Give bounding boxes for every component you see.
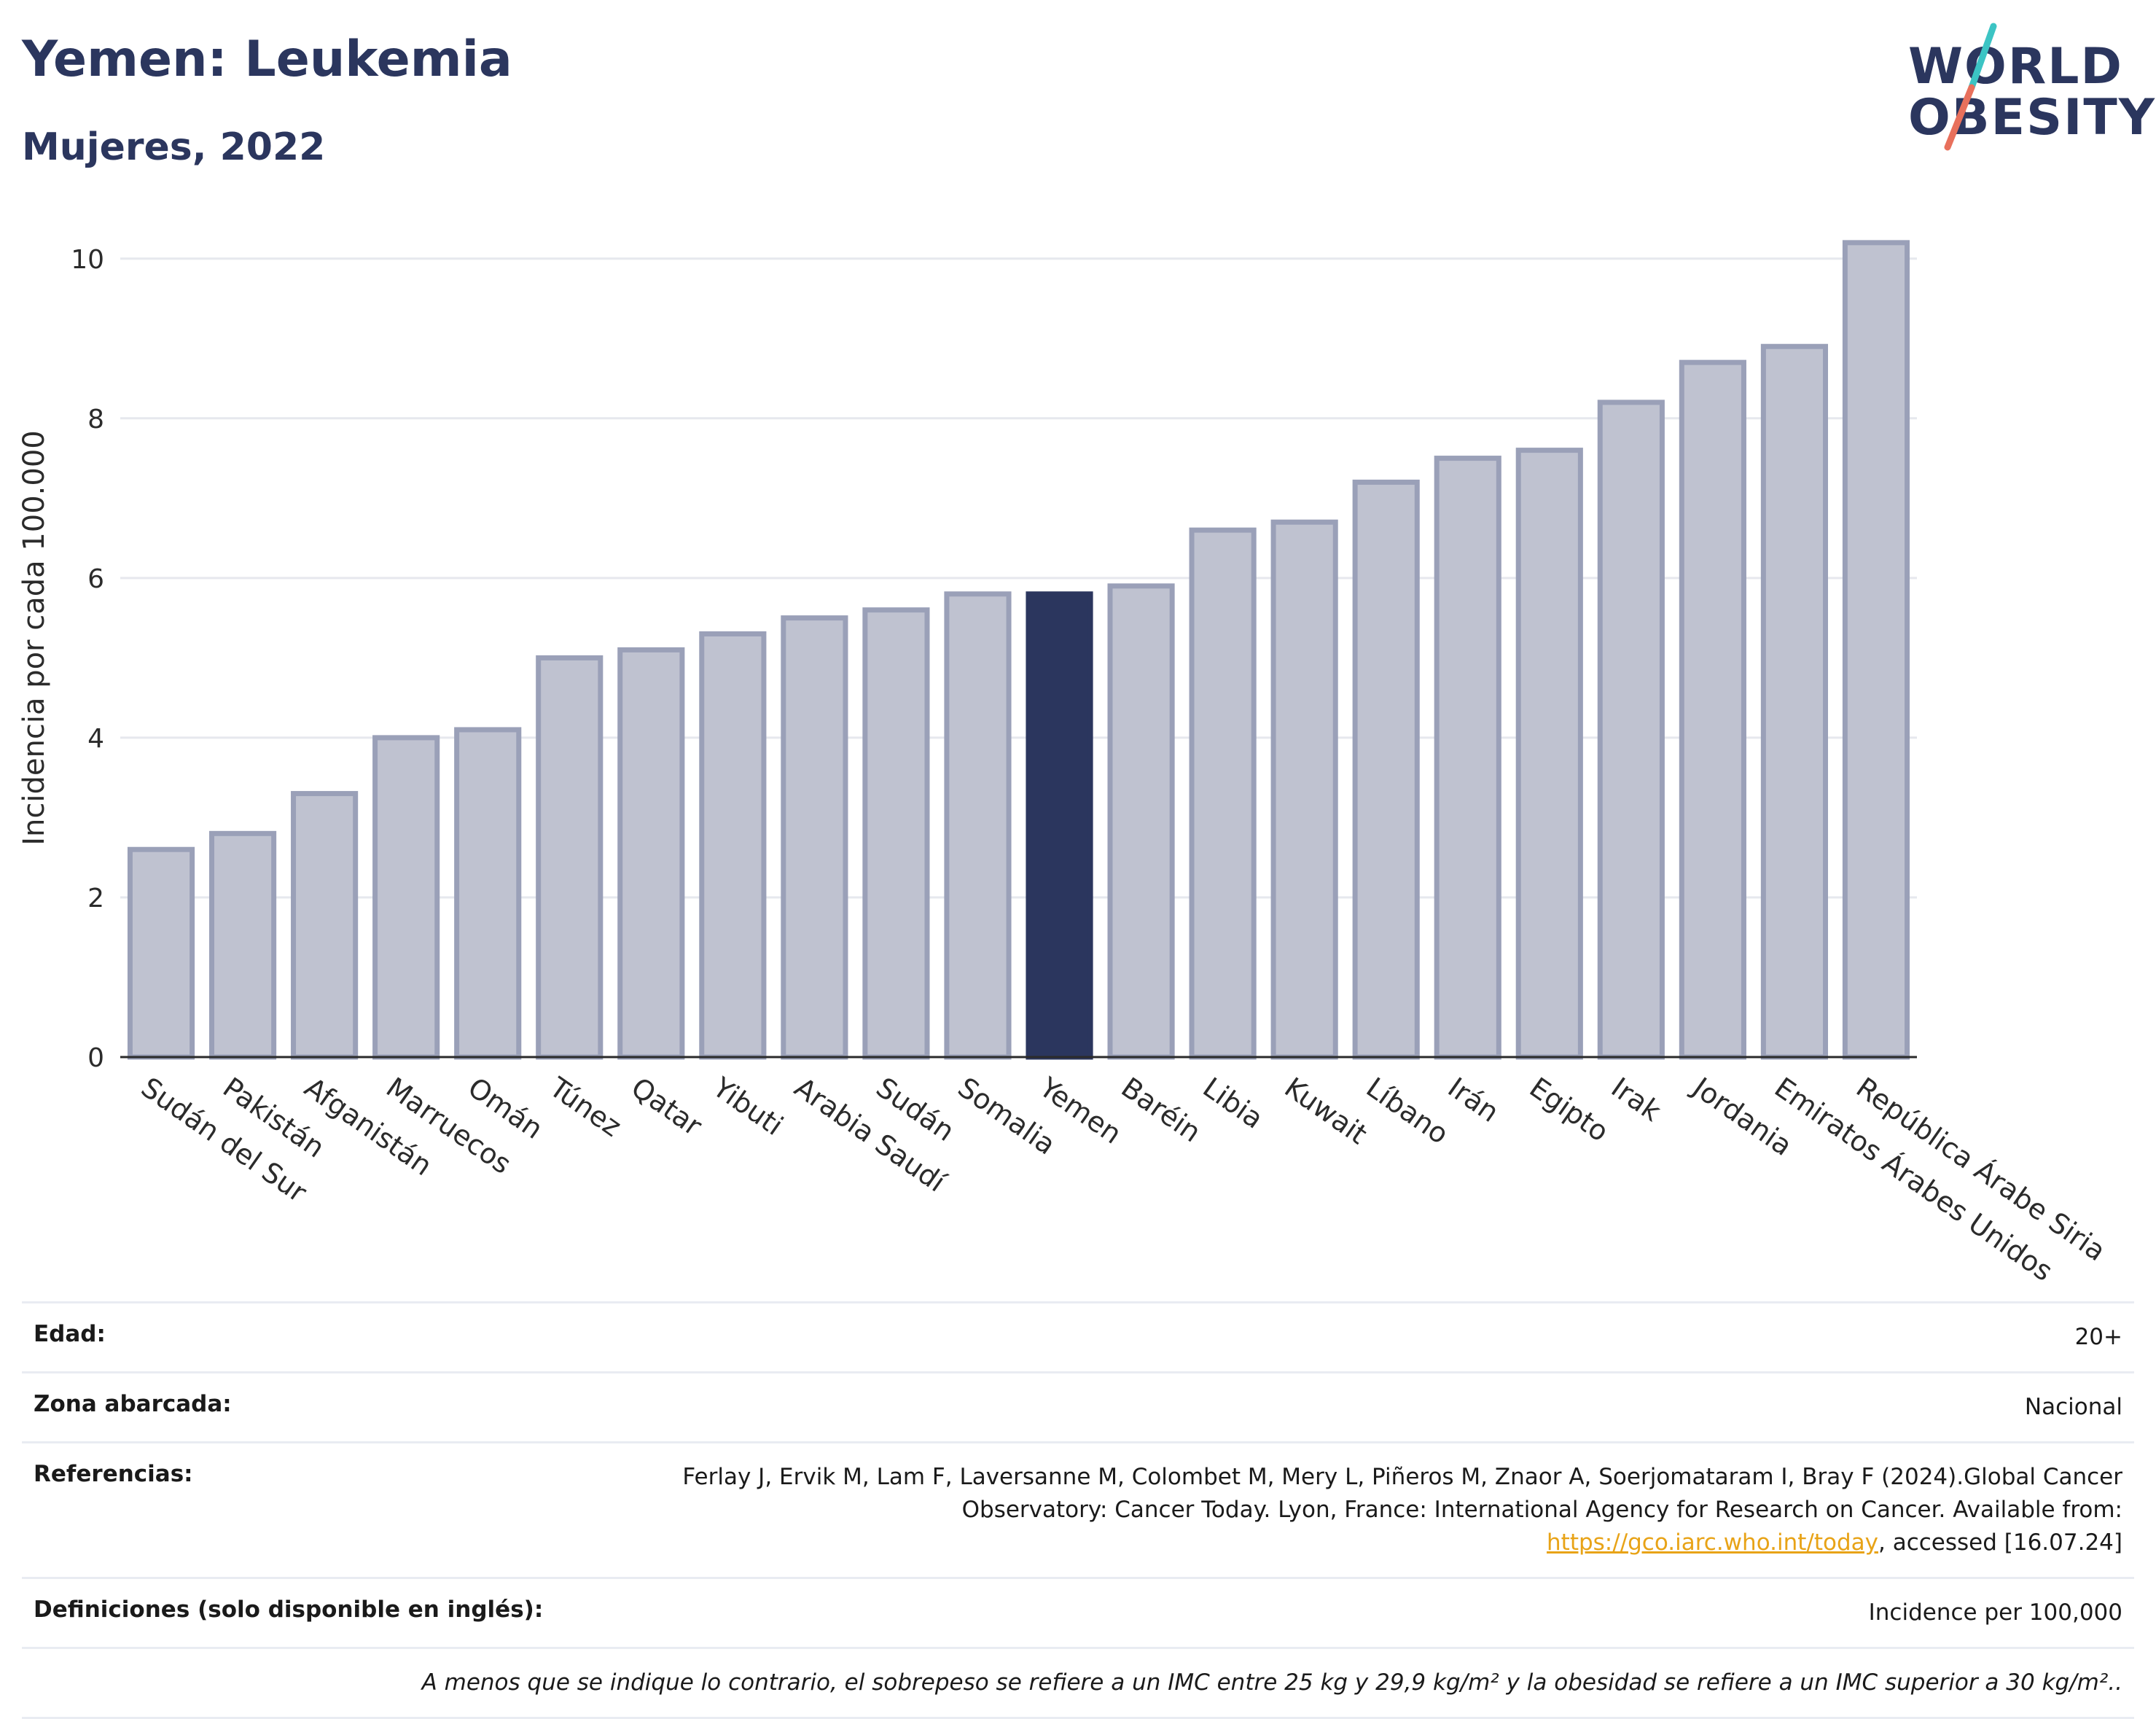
area-label: Zona abarcada: [34,1390,232,1417]
x-tick-label: Baréin [1115,1071,1206,1148]
bar [1679,359,1746,1060]
bar [1597,399,1665,1060]
y-tick-label: 10 [71,245,104,275]
age-label: Edad: [34,1321,106,1347]
bar [617,647,685,1060]
world-obesity-logo: WORLD OBESITY [1902,22,2155,153]
y-tick-label: 6 [87,564,104,594]
info-row-references: Referencias: Ferlay J, Ervik M, Lam F, L… [22,1441,2134,1577]
page-subtitle: Mujeres, 2022 [22,125,326,169]
bar-highlight [1026,591,1093,1060]
references-label: Referencias: [34,1460,193,1487]
bar [862,607,930,1060]
bar [699,631,767,1060]
y-axis-label: Incidencia por cada 100.000 [17,430,51,846]
page-title: Yemen: Leukemia [22,31,512,88]
references-link[interactable]: https://gco.iarc.who.int/today [1547,1529,1878,1556]
y-tick-label: 2 [87,884,104,913]
logo-line-1: WORLD [1908,38,2123,96]
x-tick-label: Libia [1197,1071,1269,1134]
y-tick-label: 8 [87,405,104,434]
info-row-note: A menos que se indique lo contrario, el … [22,1646,2134,1719]
x-tick-label: Egipto [1524,1071,1614,1147]
x-tick-label: Túnez [543,1071,627,1143]
bar [208,830,277,1060]
x-tick-label: Yibuti [706,1071,789,1142]
x-tick-label: Qatar [625,1071,708,1142]
references-value: Ferlay J, Ervik M, Lam F, Laversanne M, … [628,1461,2122,1559]
bar [1434,456,1501,1060]
references-text-2: , accessed [16.07.24] [1878,1529,2122,1556]
info-table: Edad: 20+ Zona abarcada: Nacional Refere… [22,1301,2134,1719]
y-tick-labels: 0 2 4 6 8 10 [71,245,104,1073]
x-tick-label: Irak [1606,1071,1667,1127]
x-tick-labels: Sudán del SurPakistánAfganistánMarruecos… [136,1070,2112,1287]
y-tick-label: 0 [87,1043,104,1073]
bar [1189,527,1257,1060]
bar [1760,343,1829,1060]
logo-slash-icon [1944,23,1997,151]
y-tick-label: 4 [87,724,104,754]
bar [1842,240,1910,1060]
bar [1352,479,1420,1060]
references-text-1: Ferlay J, Ervik M, Lam F, Laversanne M, … [682,1463,2122,1523]
bar [372,735,440,1060]
bar [454,727,522,1060]
bar [127,846,195,1060]
bar [291,791,359,1060]
bar [536,655,604,1060]
area-value: Nacional [2024,1393,2122,1420]
x-tick-label: Líbano [1361,1071,1455,1150]
bars [127,240,1910,1060]
info-row-age: Edad: 20+ [22,1301,2134,1371]
info-row-area: Zona abarcada: Nacional [22,1371,2134,1441]
bar [1107,583,1175,1060]
info-row-definitions: Definiciones (solo disponible en inglés)… [22,1576,2134,1647]
x-tick-label: Irán [1442,1071,1505,1129]
definitions-value: Incidence per 100,000 [1868,1599,2122,1626]
bar-chart: 0 2 4 6 8 10 Sudán del SurPakistánAfganistánM… [17,240,2112,1287]
bar [1270,519,1338,1060]
footnote: A menos que se indique lo contrario, el … [421,1669,2122,1696]
bar [781,615,848,1060]
bar [944,591,1012,1060]
definitions-label: Definiciones (solo disponible en inglés)… [34,1596,544,1623]
x-tick-label: Kuwait [1278,1071,1372,1150]
age-value: 20+ [2074,1324,2122,1350]
bar [1515,448,1583,1060]
